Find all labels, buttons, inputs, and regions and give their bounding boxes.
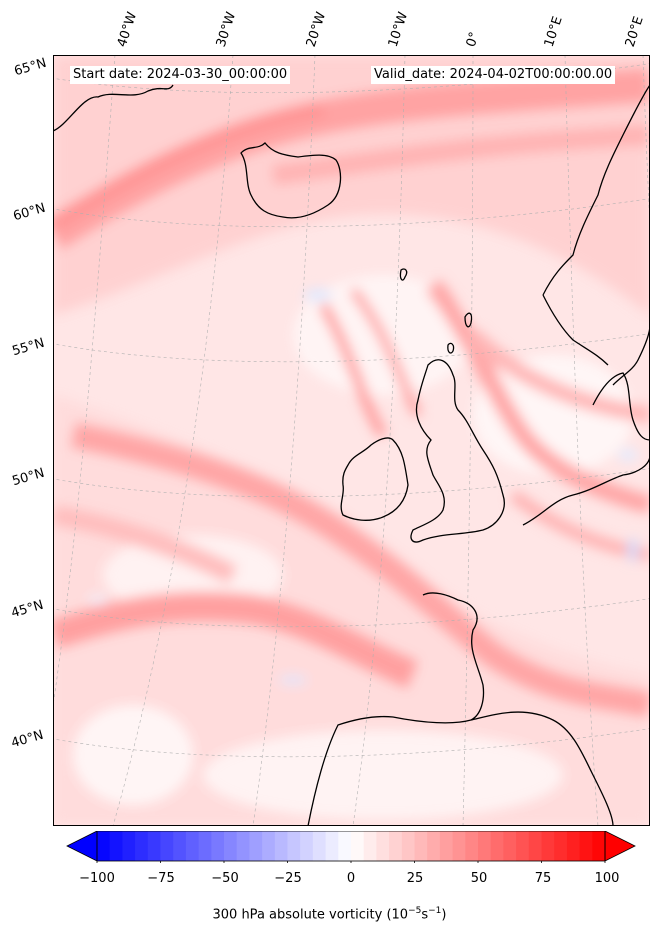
longitude-label: 30°W xyxy=(213,10,240,49)
colorbar-segment xyxy=(325,831,339,861)
colorbar-segment xyxy=(338,831,352,861)
low-countries-coast xyxy=(522,454,650,526)
colorbar-segment xyxy=(236,831,250,861)
latitude-label: 50°N xyxy=(10,465,47,490)
colorbar-segment xyxy=(439,831,454,861)
colorbar-segment xyxy=(185,831,200,861)
shetland-islands xyxy=(464,312,473,328)
sweden-coast xyxy=(612,324,650,386)
colorbar-segment xyxy=(414,831,428,861)
colorbar-segment xyxy=(274,831,288,861)
colorbar-tick-label: −50 xyxy=(211,871,239,886)
longitude-label: 0° xyxy=(463,30,483,49)
colorbar-segment xyxy=(490,831,504,861)
latitude-label: 40°N xyxy=(9,727,46,752)
colorbar-segment xyxy=(249,831,263,861)
colorbar-segment xyxy=(122,831,136,861)
colorbar-segment xyxy=(351,831,365,861)
vorticity-map xyxy=(53,55,650,826)
colorbar-segment xyxy=(287,831,301,861)
great-britain-coast xyxy=(410,359,505,543)
ireland-coast xyxy=(340,437,409,521)
colorbar-segment xyxy=(427,831,441,861)
colorbar-segment xyxy=(97,831,111,861)
longitude-label: 40°W xyxy=(114,10,141,49)
colorbar-tick-label: 50 xyxy=(470,871,488,886)
colorbar-segment xyxy=(198,831,212,861)
colorbar-segment xyxy=(465,831,479,861)
colorbar-extend-max xyxy=(604,831,636,862)
faroe-islands xyxy=(399,268,408,281)
denmark-coast xyxy=(592,372,650,441)
colorbar-segment xyxy=(528,831,542,861)
mediterranean-coast xyxy=(470,711,614,826)
colorbar-tick-label: −100 xyxy=(79,871,115,886)
colorbar-segment xyxy=(478,831,492,861)
latitude-label: 55°N xyxy=(10,335,47,360)
orkney-islands xyxy=(447,342,455,354)
colorbar-tick-label: 0 xyxy=(346,871,356,886)
colorbar-tick-label: 25 xyxy=(406,871,424,886)
longitude-label: 10°W xyxy=(385,10,412,49)
colorbar xyxy=(66,831,636,863)
colorbar-segment xyxy=(566,831,581,861)
colorbar-segment xyxy=(160,831,174,861)
colorbar-segment xyxy=(262,831,276,861)
colorbar-segment xyxy=(300,831,314,861)
colorbar-tick-label: −75 xyxy=(147,871,175,886)
colorbar-title: 300 hPa absolute vorticity (10−5s−1) xyxy=(212,906,447,923)
france-iberia-coast xyxy=(307,592,485,826)
colorbar-segment xyxy=(452,831,466,861)
latitude-label: 45°N xyxy=(9,597,46,622)
colorbar-segment xyxy=(312,831,327,861)
longitude-label: 20°W xyxy=(303,10,330,49)
colorbar-tick-label: −25 xyxy=(274,871,302,886)
latitude-label: 60°N xyxy=(11,200,48,225)
colorbar-segment xyxy=(592,831,606,861)
colorbar-segment xyxy=(135,831,149,861)
latitude-label: 65°N xyxy=(12,55,49,80)
map-frame xyxy=(53,55,650,826)
colorbar-segment xyxy=(503,831,517,861)
colorbar-segment xyxy=(211,831,225,861)
coastlines xyxy=(53,84,650,826)
skagerrak-coast xyxy=(542,294,609,366)
colorbar-segment xyxy=(401,831,415,861)
colorbar-segment xyxy=(147,831,161,861)
colorbar-segment xyxy=(173,831,187,861)
colorbar-segment xyxy=(376,831,390,861)
colorbar-segment xyxy=(224,831,238,861)
greenland-coast xyxy=(53,84,174,132)
longitude-label: 10°E xyxy=(541,14,566,50)
colorbar-segment xyxy=(389,831,403,861)
colorbar-segment xyxy=(541,831,555,861)
colorbar-segment xyxy=(516,831,530,861)
colorbar-tick-label: 100 xyxy=(594,871,620,886)
colorbar-segment xyxy=(579,831,593,861)
colorbar-tick-label: 75 xyxy=(534,871,552,886)
vorticity-field xyxy=(53,55,650,826)
start-date-label: Start date: 2024-03-30_00:00:00 xyxy=(70,66,291,84)
colorbar-segment xyxy=(554,831,568,861)
norway-coast xyxy=(542,84,650,296)
iceland-coast xyxy=(240,142,342,219)
colorbar-extend-min xyxy=(66,831,98,862)
longitude-label: 20°E xyxy=(622,14,647,50)
colorbar-segment xyxy=(109,831,123,861)
valid-date-label: Valid_date: 2024-04-02T00:00:00.00 xyxy=(371,66,616,84)
colorbar-segment xyxy=(363,831,377,861)
